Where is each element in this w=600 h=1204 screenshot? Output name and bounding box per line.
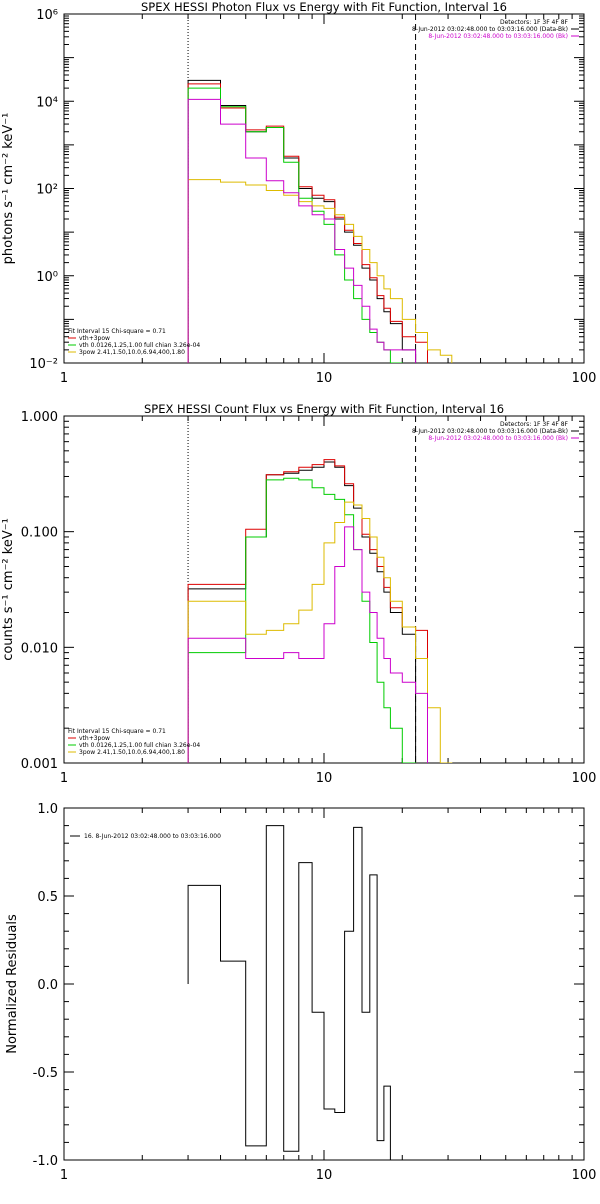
chart-title: SPEX HESSI Count Flux vs Energy with Fit… [144,402,504,416]
y-axis-label: Normalized Residuals [5,914,20,1054]
series-vth-3pow [187,459,428,763]
legend-bottom-left-entry: vth+3pow [79,335,110,342]
legend-top-right-entry: Detectors: 1F 3F 4F 8F [500,19,569,26]
y-tick-label: -1.0 [33,1154,58,1169]
x-tick-label: 100 [572,1168,597,1183]
series-3pow [187,179,453,363]
legend-bottom-left-entry: vth+3pow [79,735,110,742]
y-tick-label: 0.001 [21,757,58,772]
x-tick-label: 10 [316,371,333,386]
panel-3: 1 10 100 -1.0 -0.5 0.0 0.5 1.0 Normalized Residu… [5,802,596,1183]
legend-bottom-left-entry: vth 0.0126,1.25,1.00 full chian 3.26e-04 [79,742,200,749]
legend-top-right-entry: 8-Jun-2012 03:02:48.000 to 03:03:16.000 … [412,428,568,435]
y-tick-label: 10⁶ [36,8,58,23]
x-tick-label: 1 [60,771,68,786]
x-tick-label: 10 [316,771,333,786]
y-tick-label: 1.000 [21,410,58,425]
plot-frame [63,13,585,364]
x-tick-label: 100 [572,771,597,786]
series-3pow [187,501,453,763]
x-tick-label: 1 [60,1168,68,1183]
legend-top-left-entry: 16. 8-Jun-2012 03:02:48.000 to 03:03:16.… [84,833,221,840]
legend-bottom-left-entry: 3pow 2.41,1.50,10.0,6.94,400,1.80 [79,749,185,756]
y-tick-label: 10⁴ [36,95,58,110]
y-tick-label: 10⁰ [36,270,58,285]
x-tick-label: 100 [572,371,597,386]
legend-bottom-left-entry: Fit Interval 15 Chi-square = 0.71 [68,328,166,335]
series-bk [187,98,417,363]
y-tick-label: 10⁻² [29,357,58,372]
plot-frame [63,415,585,764]
legend-top-right-entry: 8-Jun-2012 03:02:48.000 to 03:03:16.000 … [428,33,568,40]
series-bk [187,526,428,763]
panel-1: SPEX HESSI Photon Flux vs Energy with Fi… [1,0,596,386]
plot-area [187,459,453,763]
plot-area [187,79,453,363]
legend-top-right-entry: 8-Jun-2012 03:02:48.000 to 03:03:16.000 … [412,26,568,33]
y-axis-label: photons s⁻¹ cm⁻² keV⁻¹ [1,113,16,265]
series-data-bk [187,79,417,363]
y-tick-label: 0.100 [21,526,58,541]
legend-top-right-entry: 8-Jun-2012 03:02:48.000 to 03:03:16.000 … [428,435,568,442]
y-tick-label: -0.5 [33,1066,58,1081]
x-tick-label: 1 [60,371,68,386]
series-16 [187,825,391,1160]
legend-bottom-left-entry: 3pow 2.41,1.50,10.0,6.94,400,1.80 [79,349,185,356]
series-vth [187,477,417,763]
plot-area [187,825,391,1160]
y-tick-label: 10² [36,183,58,198]
x-tick-label: 10 [316,1168,333,1183]
y-tick-label: 0.0 [37,978,58,993]
chart-title: SPEX HESSI Photon Flux vs Energy with Fi… [141,0,507,14]
legend-bottom-left-entry: vth 0.0126,1.25,1.00 full chian 3.26e-04 [79,342,200,349]
y-tick-label: 0.010 [21,641,58,656]
y-tick-label: 0.5 [37,890,58,905]
series-data-bk [187,461,428,763]
y-axis-label: counts s⁻¹ cm⁻² keV⁻¹ [1,518,16,661]
y-tick-label: 1.0 [37,802,58,817]
legend-bottom-left-entry: Fit Interval 15 Chi-square = 0.71 [68,728,166,735]
legend-top-right-entry: Detectors: 1F 3F 4F 8F [500,421,569,428]
panel-2: SPEX HESSI Count Flux vs Energy with Fit… [1,402,596,786]
series-vth-3pow [187,83,428,363]
